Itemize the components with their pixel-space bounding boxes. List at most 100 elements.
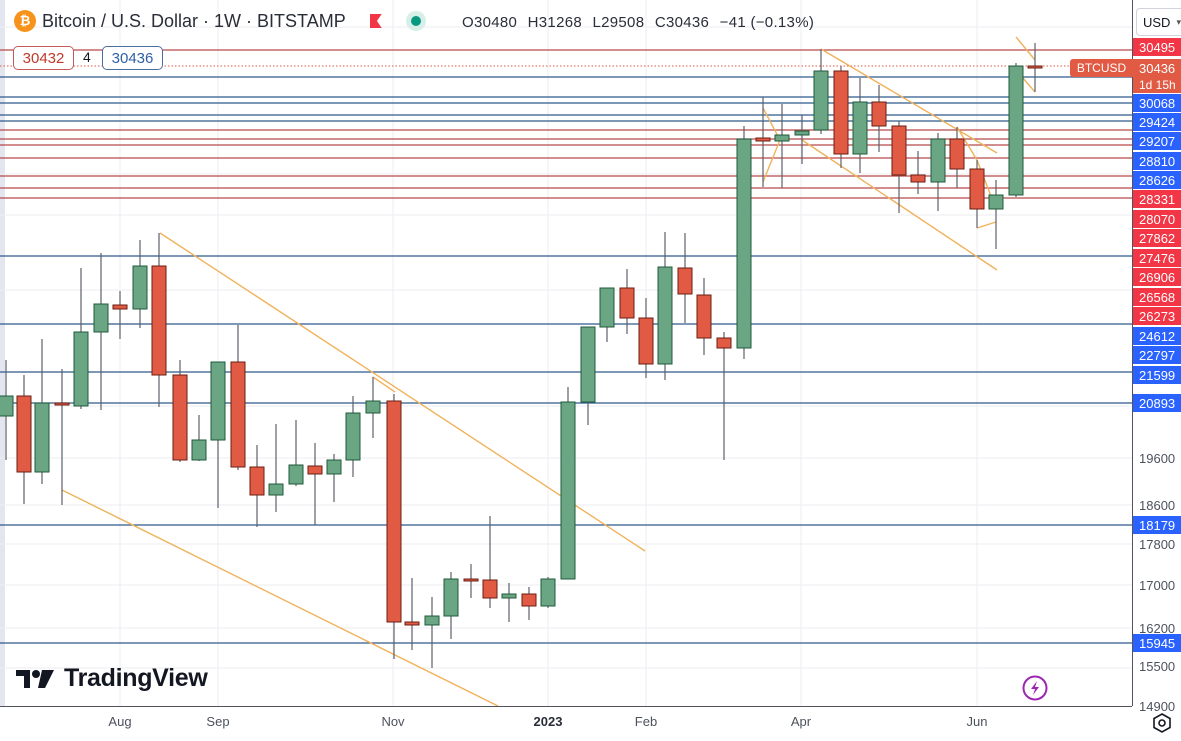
candle-up (540, 578, 556, 607)
time-axis[interactable] (0, 706, 1132, 741)
candle-up (794, 130, 810, 136)
chevron-down-icon: ▾ (1176, 16, 1181, 27)
price-level-label: 26906 (1133, 268, 1181, 286)
candle-up (988, 194, 1004, 210)
tradingview-logo[interactable]: TradingView (16, 664, 208, 693)
price-level-label: 22797 (1133, 346, 1181, 364)
candle-down (619, 287, 635, 319)
candle-up (580, 326, 596, 403)
candle-up (210, 361, 226, 441)
candle-up (34, 402, 50, 473)
candle-down (249, 466, 265, 496)
symbol-price-tag: BTCUSD (1070, 59, 1133, 77)
tradingview-logo-text: TradingView (64, 664, 208, 692)
candle-down (482, 579, 498, 599)
candle-down (833, 70, 849, 155)
chart-header: ₿ Bitcoin / U.S. Dollar · 1W · BITSTAMP (14, 10, 426, 32)
trendline (956, 126, 978, 161)
candle-up (93, 303, 109, 333)
buy-button[interactable]: 30436 (102, 46, 163, 70)
ohlc-low: L29508 (592, 14, 645, 31)
candle-down (891, 125, 907, 176)
candle-down (386, 400, 402, 623)
lightning-icon[interactable] (1022, 675, 1048, 701)
sell-button[interactable]: 30432 (13, 46, 74, 70)
candle-down (151, 265, 167, 376)
price-level-label: 30068 (1133, 94, 1181, 112)
candle-up (852, 101, 868, 155)
price-tick-label: 19600 (1139, 450, 1176, 466)
candle-up (345, 412, 361, 461)
currency-select[interactable]: USD ▾ (1136, 8, 1181, 36)
flag-icon[interactable] (369, 14, 382, 28)
candle-down (172, 374, 188, 461)
time-tick-label: 2023 (533, 714, 563, 729)
candle-up (424, 615, 440, 626)
candle-down (677, 267, 693, 295)
time-tick-label: Aug (108, 714, 132, 729)
price-level-label: 28331 (1133, 190, 1181, 208)
candle-down (112, 304, 128, 310)
price-level-label: 28626 (1133, 171, 1181, 189)
symbol-title[interactable]: Bitcoin / U.S. Dollar · 1W · BITSTAMP (42, 10, 346, 31)
ohlc-change: −41 (−0.13%) (719, 14, 815, 31)
candle-down (755, 137, 771, 142)
price-level-label: 24612 (1133, 327, 1181, 345)
candle-down (307, 465, 323, 475)
price-tick-label: 14900 (1139, 698, 1176, 714)
trendline (1015, 36, 1036, 61)
candle-up (268, 483, 284, 496)
candle-down (1027, 65, 1043, 69)
candle-up (73, 331, 89, 407)
candle-down (696, 294, 712, 339)
candle-down (969, 168, 985, 210)
price-level-label: 21599 (1133, 366, 1181, 384)
candle-up (191, 439, 207, 461)
candle-down (521, 593, 537, 607)
price-level-label: 20893 (1133, 394, 1181, 412)
price-level-label: 26273 (1133, 307, 1181, 325)
candle-up (599, 287, 615, 328)
candle-down (638, 317, 654, 365)
trendline (820, 48, 998, 154)
time-tick-label: Nov (381, 714, 405, 729)
candle-up (288, 464, 304, 485)
candle-down (404, 621, 420, 626)
candle-up (0, 395, 14, 417)
currency-label: USD (1143, 14, 1171, 30)
ohlc-close: C30436 (654, 14, 710, 31)
price-tick-label: 18600 (1139, 497, 1176, 513)
bitcoin-icon: ₿ (14, 10, 36, 32)
candle-down (910, 174, 926, 183)
candle-down (463, 578, 479, 582)
candle-up (443, 578, 459, 617)
time-tick-label: Feb (634, 714, 658, 729)
price-level-label: 27476 (1133, 249, 1181, 267)
trendline (372, 376, 396, 393)
ohlc-legend: O30480 H31268 L29508 C30436 −41 (−0.13%) (462, 14, 820, 31)
candle-up (365, 400, 381, 414)
price-level-label: 29207 (1133, 132, 1181, 150)
spread-value: 4 (83, 49, 91, 65)
candle-up (132, 265, 148, 310)
price-level-label: 29424 (1133, 113, 1181, 131)
trendline (762, 139, 781, 183)
market-open-dot-icon (405, 11, 426, 31)
candle-down (54, 402, 70, 406)
settings-icon[interactable] (1151, 712, 1173, 734)
price-tick-label: 15500 (1139, 658, 1176, 674)
candle-down (230, 361, 246, 468)
candle-down (716, 337, 732, 349)
trendline (61, 489, 499, 706)
candle-down (16, 395, 32, 473)
price-level-label: 15945 (1133, 634, 1181, 652)
time-tick-label: Apr (790, 714, 812, 729)
candle-up (930, 138, 946, 183)
price-chart-canvas[interactable] (0, 0, 1132, 706)
ohlc-open: O30480 (462, 14, 518, 31)
candle-down (949, 138, 965, 170)
candle-up (560, 401, 576, 580)
time-tick-label: Sep (206, 714, 230, 729)
price-level-label: 18179 (1133, 516, 1181, 534)
